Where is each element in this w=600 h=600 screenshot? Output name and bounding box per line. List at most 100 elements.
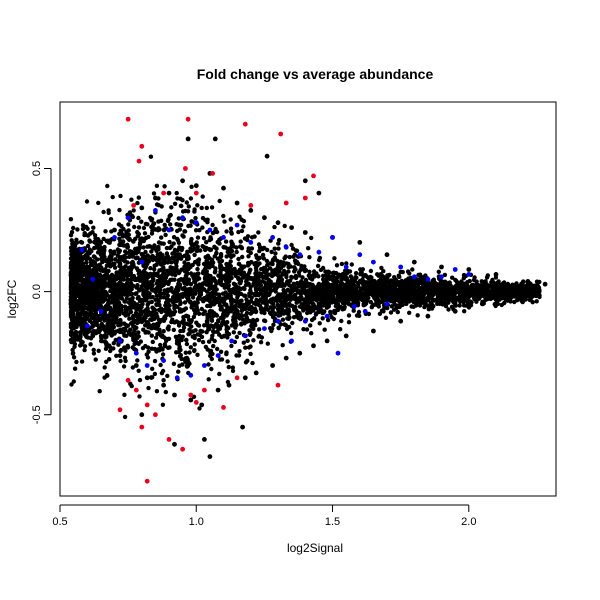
data-point-black bbox=[185, 314, 191, 319]
data-point-black bbox=[462, 282, 467, 287]
data-point-black bbox=[136, 368, 141, 373]
data-point-black bbox=[116, 328, 121, 333]
data-point-black bbox=[338, 327, 343, 332]
data-point-black bbox=[75, 263, 80, 268]
data-point-black bbox=[178, 353, 183, 358]
data-point-black bbox=[161, 378, 166, 383]
data-point-black bbox=[119, 232, 125, 237]
data-point-black bbox=[155, 252, 160, 257]
data-point-black bbox=[311, 269, 317, 274]
data-point-black bbox=[115, 283, 121, 289]
data-point-black bbox=[162, 257, 167, 262]
data-point-black bbox=[87, 306, 93, 312]
data-point-black bbox=[217, 241, 222, 246]
data-point-black bbox=[269, 249, 274, 255]
data-point-black bbox=[75, 308, 80, 314]
data-point-black bbox=[84, 286, 89, 291]
data-point-black bbox=[141, 245, 146, 250]
data-point-black bbox=[346, 320, 352, 325]
data-point-black bbox=[168, 265, 173, 270]
data-point-black bbox=[236, 353, 242, 358]
data-point-black bbox=[258, 340, 264, 345]
data-point-black bbox=[217, 357, 223, 362]
data-point-black bbox=[100, 259, 105, 265]
data-point-black bbox=[159, 218, 164, 223]
data-point-black bbox=[449, 296, 454, 301]
data-point-black bbox=[231, 298, 237, 303]
data-point-black bbox=[132, 224, 137, 230]
data-point-black bbox=[236, 229, 241, 235]
data-point-black bbox=[127, 210, 133, 215]
data-point-black bbox=[265, 341, 270, 346]
data-point-black bbox=[164, 245, 170, 251]
data-point-black bbox=[165, 268, 170, 273]
data-point-black bbox=[179, 203, 184, 209]
data-point-black bbox=[141, 225, 147, 231]
data-point-black bbox=[320, 316, 325, 321]
data-point-black bbox=[276, 306, 281, 311]
data-point-black bbox=[181, 314, 186, 320]
data-point-black bbox=[456, 283, 461, 288]
data-point-black bbox=[114, 289, 119, 295]
data-point-black bbox=[189, 291, 195, 297]
data-point-black bbox=[136, 231, 141, 237]
data-point-black bbox=[411, 285, 416, 291]
data-point-black bbox=[523, 297, 528, 302]
data-point-black bbox=[127, 265, 132, 270]
data-point-black bbox=[282, 223, 287, 229]
data-point-black bbox=[181, 278, 186, 284]
data-point-black bbox=[193, 328, 198, 333]
data-point-black bbox=[118, 319, 123, 324]
data-point-black bbox=[88, 259, 94, 265]
data-point-black bbox=[167, 239, 172, 245]
data-point-black bbox=[214, 321, 219, 327]
data-point-black bbox=[136, 247, 142, 252]
data-point-black bbox=[229, 241, 235, 246]
data-point-black bbox=[337, 296, 342, 302]
data-point-black bbox=[266, 272, 271, 277]
data-point-black bbox=[334, 263, 340, 268]
data-point-black bbox=[188, 271, 194, 276]
data-point-black bbox=[275, 265, 280, 270]
data-point-black bbox=[261, 294, 266, 299]
data-point-black bbox=[270, 310, 275, 315]
data-point-black bbox=[131, 239, 136, 244]
data-point-black bbox=[106, 317, 111, 322]
data-point-black bbox=[189, 318, 194, 323]
data-point-black bbox=[192, 272, 197, 277]
data-point-black bbox=[179, 356, 184, 362]
data-point-black bbox=[289, 274, 294, 280]
data-point-black bbox=[252, 307, 257, 312]
data-point-black bbox=[75, 227, 80, 232]
data-point-black bbox=[121, 327, 127, 332]
data-point-black bbox=[234, 249, 239, 255]
data-point-black bbox=[257, 327, 262, 332]
data-point-black bbox=[172, 277, 177, 282]
data-point-black bbox=[241, 224, 246, 229]
data-point-black bbox=[201, 236, 207, 241]
data-point-black bbox=[245, 234, 251, 239]
data-point-black bbox=[405, 269, 411, 274]
data-point-black bbox=[317, 321, 322, 326]
data-point-black bbox=[125, 260, 130, 265]
data-point-black bbox=[250, 360, 255, 366]
data-point-black bbox=[73, 291, 79, 296]
data-point-black bbox=[221, 334, 226, 339]
data-point-black bbox=[228, 290, 234, 295]
data-point-black bbox=[241, 340, 246, 345]
data-point-black bbox=[389, 283, 394, 288]
data-point-black bbox=[121, 277, 126, 282]
data-point-black bbox=[119, 347, 124, 353]
data-point-black bbox=[221, 213, 226, 219]
data-point-black bbox=[530, 284, 535, 289]
data-point-black bbox=[127, 316, 132, 321]
data-point-black bbox=[204, 269, 209, 274]
data-point-black bbox=[218, 279, 224, 284]
data-point-black bbox=[294, 308, 299, 313]
data-point-black bbox=[346, 280, 351, 285]
data-point-black bbox=[146, 272, 151, 277]
data-point-black bbox=[251, 300, 256, 306]
data-point-black bbox=[143, 291, 149, 296]
data-point-black bbox=[356, 281, 361, 286]
data-point-black bbox=[93, 236, 98, 241]
